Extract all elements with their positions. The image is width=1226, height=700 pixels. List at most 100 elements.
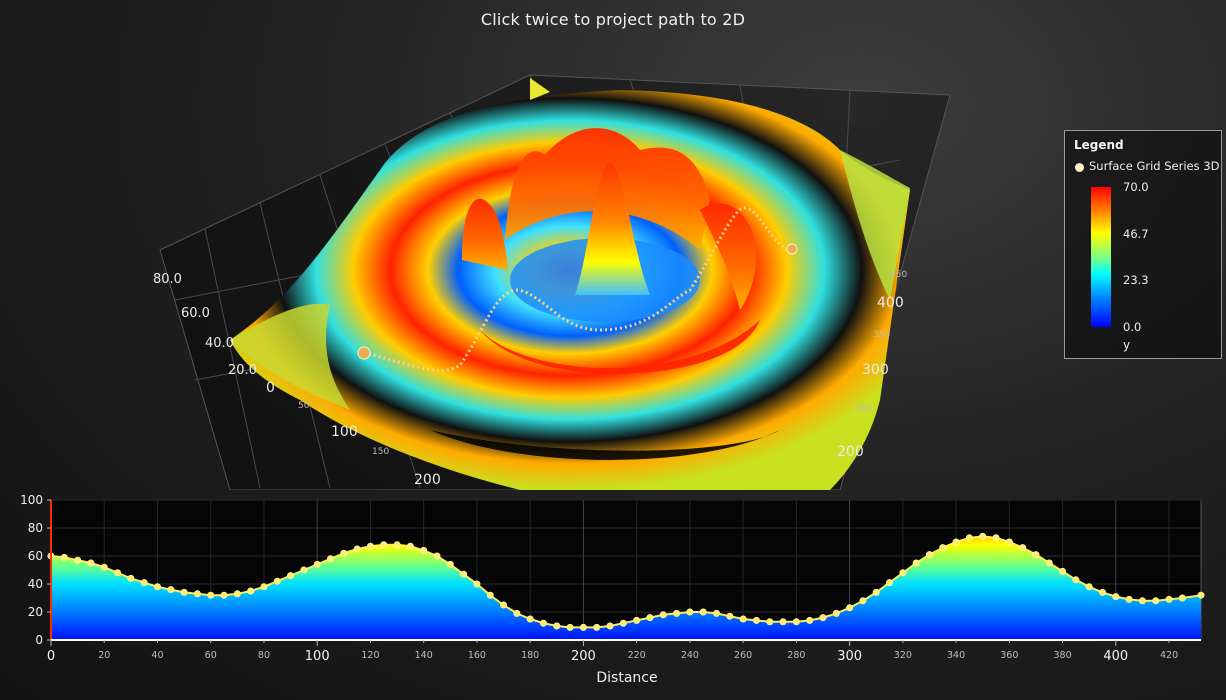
surface-edge-left xyxy=(230,303,350,410)
x-tick-label: 400 xyxy=(1103,649,1128,664)
profile-point xyxy=(1099,588,1107,596)
profile-point xyxy=(500,601,508,609)
profile-point xyxy=(193,590,201,598)
profile-point xyxy=(513,609,521,617)
x-tick-label: 80 xyxy=(258,650,270,661)
y-tick-label: 80 xyxy=(28,521,43,535)
legend-series-label[interactable]: Surface Grid Series 3D xyxy=(1089,159,1220,173)
x-tick-label: 360 xyxy=(1000,650,1018,661)
profile-point xyxy=(100,563,108,571)
z-tick-label: 300 xyxy=(862,362,889,378)
y-axis-ticks: 0 20 40 60 80 100 xyxy=(20,493,51,647)
profile-point xyxy=(965,534,973,542)
profile-point xyxy=(1032,551,1040,559)
profile-point xyxy=(1045,559,1053,567)
profile-point xyxy=(739,615,747,623)
x-tick-label: 340 xyxy=(947,650,965,661)
x-tick-label: 280 xyxy=(787,650,805,661)
profile-point xyxy=(606,622,614,630)
profile-point xyxy=(726,612,734,620)
profile-point xyxy=(819,614,827,622)
profile-point xyxy=(153,583,161,591)
surface-trough-shadow xyxy=(430,430,780,460)
profile-point xyxy=(872,588,880,596)
profile-point xyxy=(1125,595,1133,603)
x-tick-label: 240 xyxy=(681,650,699,661)
profile-point xyxy=(114,569,122,577)
x-tick-label: 150 xyxy=(372,447,389,457)
profile-point xyxy=(1197,591,1205,599)
legend-tick-label: 23.3 xyxy=(1123,273,1149,287)
profile-point xyxy=(393,541,401,549)
profile-point xyxy=(1085,583,1093,591)
profile-point xyxy=(899,569,907,577)
legend-tick-label: 0.0 xyxy=(1123,320,1142,334)
surface-crest-right xyxy=(700,203,757,310)
profile-point xyxy=(220,591,228,599)
profile-point xyxy=(313,560,321,568)
projected-path-3d xyxy=(363,206,791,372)
surface-center-peak xyxy=(575,163,650,295)
profile-point xyxy=(713,609,721,617)
z-tick-label: 250 xyxy=(855,404,872,414)
y-tick-label: 20.0 xyxy=(228,363,257,378)
profile-chart-2d[interactable]: 0 20 40 60 80 100 0 20 40 60 80 100 120 140 160 180 200… xyxy=(0,488,1226,700)
profile-point xyxy=(846,604,854,612)
x-tick-label: 40 xyxy=(151,650,163,661)
profile-point xyxy=(446,560,454,568)
profile-point xyxy=(633,616,641,624)
profile-point xyxy=(60,553,68,561)
y-tick-label: 80.0 xyxy=(153,272,182,287)
profile-point xyxy=(247,587,255,595)
profile-point xyxy=(1178,594,1186,602)
legend-title: Legend xyxy=(1074,138,1124,152)
profile-point xyxy=(526,615,534,623)
x-tick-label: 100 xyxy=(331,424,358,440)
profile-point xyxy=(1138,597,1146,605)
profile-point xyxy=(939,544,947,552)
x-tick-label: 380 xyxy=(1054,650,1072,661)
profile-point xyxy=(992,534,1000,542)
profile-point xyxy=(673,609,681,617)
profile-point xyxy=(486,591,494,599)
profile-point xyxy=(327,555,335,563)
profile-point xyxy=(273,577,281,585)
x-axis-title: Distance xyxy=(596,670,657,686)
path-end-marker[interactable] xyxy=(786,243,798,255)
x-tick-label: 60 xyxy=(205,650,217,661)
legend-color-scale xyxy=(1091,187,1111,327)
profile-point xyxy=(473,580,481,588)
legend: Legend Surface Grid Series 3D 70.0 46.7 … xyxy=(1064,130,1222,359)
surface-corner-tip xyxy=(530,78,550,100)
profile-point xyxy=(806,616,814,624)
y-tick-label: 40.0 xyxy=(205,336,234,351)
profile-point xyxy=(766,618,774,626)
profile-point xyxy=(180,588,188,596)
x-tick-label: 0 xyxy=(47,649,55,664)
profile-point xyxy=(1152,597,1160,605)
profile-point xyxy=(300,566,308,574)
profile-point xyxy=(127,574,135,582)
x-tick-label: 200 xyxy=(571,649,596,664)
profile-point xyxy=(233,590,241,598)
path-start-marker[interactable] xyxy=(357,346,371,360)
profile-point xyxy=(380,541,388,549)
surface-edge-right xyxy=(840,150,910,300)
y-tick-label: 40 xyxy=(28,577,43,591)
profile-points xyxy=(47,532,1205,631)
profile-point xyxy=(1165,595,1173,603)
profile-point xyxy=(433,552,441,560)
profile-point xyxy=(87,559,95,567)
x-tick-label: 300 xyxy=(837,649,862,664)
surface-chart-3d[interactable]: 80.0 60.0 40.0 20.0 0 50 100 150 200 450… xyxy=(0,0,1226,490)
3d-axis-labels: 80.0 60.0 40.0 20.0 0 50 100 150 200 450… xyxy=(153,270,907,488)
profile-point xyxy=(912,559,920,567)
profile-point xyxy=(1072,576,1080,584)
z-tick-label: 450 xyxy=(890,270,907,280)
profile-point xyxy=(1112,593,1120,601)
profile-point xyxy=(699,608,707,616)
legend-series-marker-icon[interactable] xyxy=(1075,163,1084,172)
profile-point xyxy=(207,591,215,599)
profile-point xyxy=(539,619,547,627)
profile-point xyxy=(74,556,82,564)
